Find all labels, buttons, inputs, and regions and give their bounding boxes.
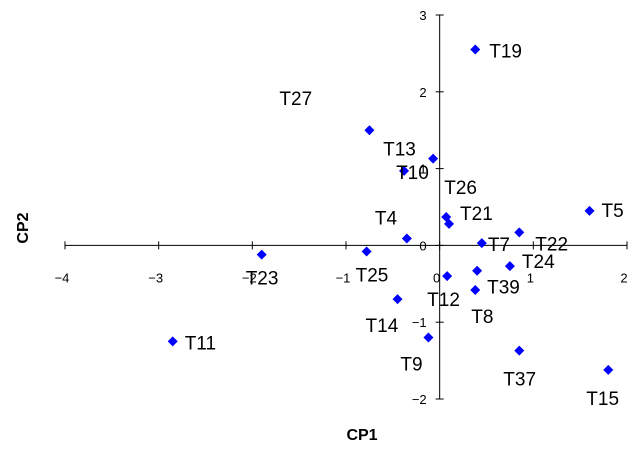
x-tick-label: 1 — [527, 270, 534, 285]
data-point-marker — [584, 205, 595, 216]
data-point-label: T14 — [366, 316, 399, 337]
data-point-label: T37 — [503, 370, 536, 391]
data-point-marker — [504, 261, 515, 272]
y-tick-label: 1 — [419, 162, 426, 177]
x-tick-label: −4 — [55, 270, 70, 285]
data-point-label: T12 — [427, 290, 460, 311]
x-tick-label: 0 — [433, 270, 440, 285]
data-point-label: T23 — [246, 269, 279, 290]
x-tick-label: −1 — [336, 270, 351, 285]
data-point-marker — [401, 233, 412, 244]
data-point-label: T26 — [444, 178, 477, 199]
y-tick-label: 0 — [419, 238, 426, 253]
x-tick-label: −2 — [242, 270, 257, 285]
data-point-marker — [428, 153, 439, 164]
data-point-marker — [470, 44, 481, 55]
data-point-marker — [444, 218, 455, 229]
data-point-marker — [442, 271, 453, 282]
data-point-marker — [514, 345, 525, 356]
data-point-marker — [399, 165, 410, 176]
data-point-marker — [472, 265, 483, 276]
data-point-label: T24 — [522, 252, 555, 273]
y-tick-label: 2 — [419, 85, 426, 100]
data-point-marker — [364, 125, 375, 136]
data-point-label: T5 — [602, 201, 624, 222]
x-axis-title: CP1 — [346, 427, 377, 444]
data-point-marker — [167, 336, 178, 347]
x-tick-label: 2 — [620, 270, 627, 285]
data-point-label: T39 — [487, 278, 520, 299]
axes — [65, 15, 627, 399]
data-point-label: T13 — [383, 140, 416, 161]
data-point-label: T10 — [396, 163, 429, 184]
data-point-label: T11 — [185, 333, 216, 354]
data-point-label: T21 — [460, 204, 493, 225]
data-point-label: T8 — [471, 307, 493, 328]
data-point-label: T27 — [279, 89, 312, 110]
data-point-marker — [514, 227, 525, 238]
data-point-marker — [603, 364, 614, 375]
data-point-label: T4 — [375, 208, 398, 229]
y-axis-title: CP2 — [15, 212, 32, 243]
data-point-marker — [361, 246, 372, 257]
data-point-label: T19 — [489, 42, 522, 63]
x-tick-label: −3 — [148, 270, 163, 285]
data-point-marker — [470, 284, 481, 295]
data-point-marker — [392, 294, 403, 305]
data-point-label: T25 — [356, 266, 389, 287]
data-point-marker — [476, 238, 487, 249]
data-point-label: T15 — [586, 389, 619, 410]
y-tick-label: −1 — [412, 315, 427, 330]
data-point-label: T9 — [400, 355, 422, 376]
y-tick-label: −2 — [412, 392, 427, 407]
ticks: −4 −3 −2 −1 0 1 2 −2 −1 0 1 2 3 — [55, 8, 628, 407]
data-point-label: T22 — [535, 234, 568, 255]
data-point-marker — [256, 249, 267, 260]
data-point-marker — [423, 332, 434, 343]
data-point-label: T7 — [488, 235, 510, 256]
y-tick-label: 3 — [419, 8, 426, 23]
